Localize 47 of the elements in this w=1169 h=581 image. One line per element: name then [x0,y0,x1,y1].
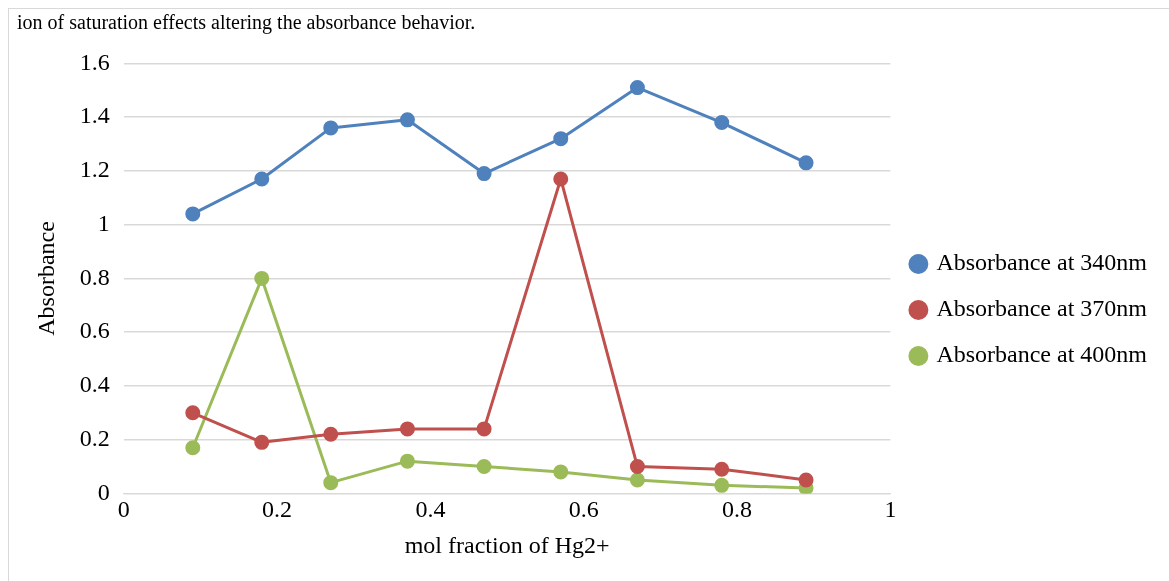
x-tick-label: 0.2 [262,496,293,523]
y-tick-label: 1.4 [79,102,110,129]
y-tick-label: 0.2 [79,424,110,451]
point [254,434,270,450]
x-tick-label: 1 [884,496,897,523]
legend-label: Absorbance at 340nm [936,249,1148,276]
text: ion of saturation effects altering the absorbance behavior. [16,10,477,35]
point [323,120,339,136]
x-tick-label: 0 [117,496,130,523]
y-axis-title: Absorbance [32,221,59,336]
point [323,475,339,491]
point [185,440,201,456]
point [714,115,730,131]
point [476,421,492,437]
x-tick-label: 0.4 [415,496,446,523]
point [185,206,201,222]
legend-label: Absorbance at 400nm [936,341,1148,368]
y-tick-label: 1.2 [79,156,110,183]
x-tick-label: 0.6 [568,496,599,523]
point [629,472,645,488]
y-tick-label: 0.4 [79,371,110,398]
point [553,171,569,187]
point [399,453,415,469]
point [553,131,569,147]
point [629,80,645,96]
point [254,270,270,286]
y-tick-label: 1.6 [79,48,110,75]
point [476,459,492,475]
point [399,421,415,437]
point [798,472,814,488]
x-tick-label: 0.8 [722,496,753,523]
point [714,461,730,477]
y-tick-label: 0.6 [79,317,110,344]
x-axis-title: mol fraction of Hg2+ [404,531,610,558]
point [714,477,730,493]
point [629,459,645,475]
point [399,112,415,128]
point [185,405,201,421]
y-tick-label: 0 [97,478,110,505]
legend-label: Absorbance at 370nm [936,295,1148,322]
y-tick-label: 1 [97,209,110,236]
point [323,426,339,442]
point [798,155,814,171]
y-tick-label: 0.8 [79,263,110,290]
point [254,171,270,187]
point [476,166,492,182]
point [553,464,569,480]
